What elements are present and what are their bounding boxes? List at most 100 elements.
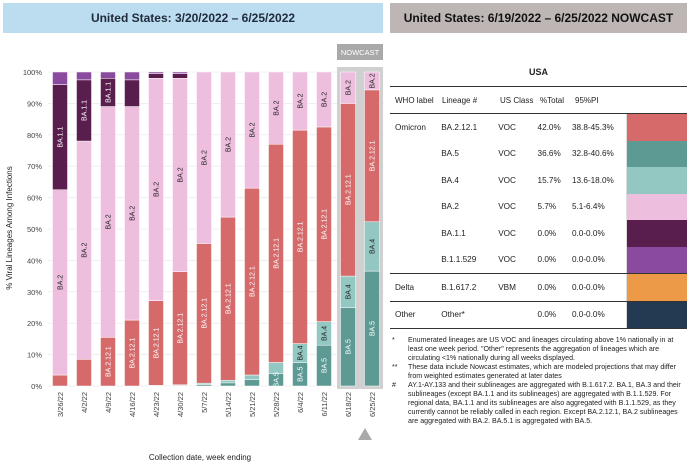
table-row: Omicron BA.2.12.1 VOC 42.0% 38.8-45.3%	[390, 113, 687, 141]
bar-label: BA.5	[322, 358, 329, 373]
pct-total: 5.7%	[537, 202, 557, 212]
bar-label: BA.2.12.1	[202, 298, 209, 329]
bar-label: BA.2	[178, 167, 185, 182]
bar-segment	[364, 71, 380, 91]
header-pi: 95%PI	[575, 95, 599, 105]
pct-total: 0.0%	[537, 310, 557, 320]
bar-segment	[292, 71, 308, 131]
bar-label: BA.1.1	[58, 127, 65, 148]
lineage-name: Other*	[441, 310, 465, 320]
bar-label: BA.2	[58, 275, 65, 290]
y-tick-label: 100%	[23, 68, 43, 77]
pi-range: 0.0-0.0%	[571, 310, 605, 320]
footnote-text: AY.1-AY.133 and their sublineages are ag…	[408, 381, 681, 425]
lineage-name: BA.4	[441, 175, 459, 185]
pi-range: 5.1-6.4%	[571, 202, 605, 212]
footnote-mark: *	[392, 336, 395, 344]
nowcast-tab	[337, 44, 383, 60]
bar-segment	[220, 71, 236, 218]
y-tick-label: 70%	[27, 162, 42, 171]
bar-label: BA.2	[106, 214, 113, 229]
who-label: Delta	[395, 282, 415, 292]
bar-segment	[244, 374, 260, 380]
bar-label: BA.5	[298, 367, 305, 382]
nowcast-title: United States: 6/19/2022 – 6/25/2022 NOW…	[390, 3, 687, 33]
us-class: VOC	[498, 149, 516, 159]
color-swatch	[626, 246, 687, 273]
table-row: BA.1.1 VOC 0.0% 0.0-0.0%	[390, 220, 687, 247]
lineage-name: BA.2.12.1	[441, 122, 478, 132]
bar-label: BA.2	[250, 122, 257, 137]
color-swatch	[626, 301, 687, 328]
bar-label: BA.2	[298, 93, 305, 108]
color-swatch	[626, 274, 687, 301]
table-row: Delta B.1.617.2 VBM 0.0% 0.0-0.0%	[390, 273, 687, 301]
bar-segment	[172, 71, 188, 74]
bar-label: BA.2.12.1	[106, 346, 113, 377]
bar-label: BA.2.12.1	[250, 266, 257, 297]
lineage-name: B.1.1.529	[441, 255, 477, 265]
bar-label: BA.2	[82, 243, 89, 258]
bar-label: BA.2.12.1	[370, 140, 377, 171]
x-tick-label: 5/28/22	[272, 392, 281, 417]
table-body: Omicron BA.2.12.1 VOC 42.0% 38.8-45.3% BA.5 VO…	[390, 113, 687, 329]
x-tick-label: 4/16/22	[128, 392, 137, 417]
us-class: VOC	[498, 255, 516, 265]
stacked-bar-chart: % Viral Lineages Among Infections NOWCAS…	[5, 44, 384, 462]
pi-range: 0.0-0.0%	[571, 255, 605, 265]
bar-segment	[220, 382, 236, 387]
bar-label: BA.2	[274, 100, 281, 115]
y-tick-label: 90%	[27, 99, 42, 108]
y-tick-label: 50%	[27, 225, 42, 234]
table-header: WHO label Lineage # US Class %Total 95%P…	[390, 87, 687, 113]
pi-range: 0.0-0.0%	[571, 228, 605, 238]
bar-segment	[244, 379, 260, 387]
pi-range: 0.0-0.0%	[571, 282, 605, 292]
lineage-name: B.1.617.2	[441, 282, 477, 292]
bar-label: BA.2	[130, 206, 137, 221]
header-pct: %Total	[540, 95, 565, 105]
x-tick-label: 6/18/22	[344, 392, 353, 417]
table-row: BA.5 VOC 36.6% 32.8-40.6%	[390, 140, 687, 167]
lineage-name: BA.1.1	[441, 228, 466, 238]
bar-segment	[196, 71, 212, 244]
bar-label: BA.4	[298, 345, 305, 360]
bar-label: BA.2.12.1	[322, 209, 329, 240]
bar-segment	[340, 71, 356, 104]
bar-label: BA.2.12.1	[154, 328, 161, 359]
bar-segment	[316, 71, 332, 128]
color-swatch	[626, 167, 687, 194]
bar-label: BA.2	[346, 80, 353, 95]
bar-segment	[244, 71, 260, 189]
us-class: VBM	[498, 282, 516, 292]
bar-label: BA.4	[322, 326, 329, 341]
bar-label: BA.5	[346, 339, 353, 354]
bar-segment	[76, 71, 92, 81]
bar-label: BA.2.12.1	[130, 338, 137, 369]
x-tick-label: 6/25/22	[368, 392, 377, 417]
bar-label: BA.2	[226, 137, 233, 152]
bar-label: BA.5	[370, 321, 377, 336]
x-axis-label: Collection date, week ending	[149, 453, 251, 462]
x-tick-label: 4/2/22	[80, 392, 89, 413]
footnote-text: Enumerated lineages are US VOC and linea…	[408, 336, 674, 362]
pct-total: 36.6%	[537, 149, 561, 159]
pi-range: 38.8-45.3%	[571, 122, 614, 132]
color-swatch	[626, 114, 687, 141]
table-row: Other Other* 0.0% 0.0-0.0%	[390, 300, 687, 329]
y-tick-label: 60%	[27, 194, 42, 203]
pct-total: 42.0%	[537, 122, 561, 132]
pi-range: 32.8-40.6%	[571, 149, 614, 159]
us-class: VOC	[498, 228, 516, 238]
lineage-name: BA.5	[441, 149, 459, 159]
table-row: BA.2 VOC 5.7% 5.1-6.4%	[390, 193, 687, 220]
bar-label: BA.2.12.1	[298, 221, 305, 252]
pct-total: 0.0%	[537, 282, 557, 292]
y-tick-label: 0%	[31, 382, 42, 391]
left-chart-title: United States: 3/20/2022 – 6/25/2022	[3, 3, 383, 33]
bar-label: BA.2.12.1	[226, 283, 233, 314]
x-tick-label: 6/11/22	[320, 392, 329, 416]
lineage-table: USA WHO label Lineage # US Class %Total …	[390, 58, 687, 329]
footnote-mark: **	[392, 363, 398, 371]
x-tick-label: 4/30/22	[176, 392, 185, 417]
